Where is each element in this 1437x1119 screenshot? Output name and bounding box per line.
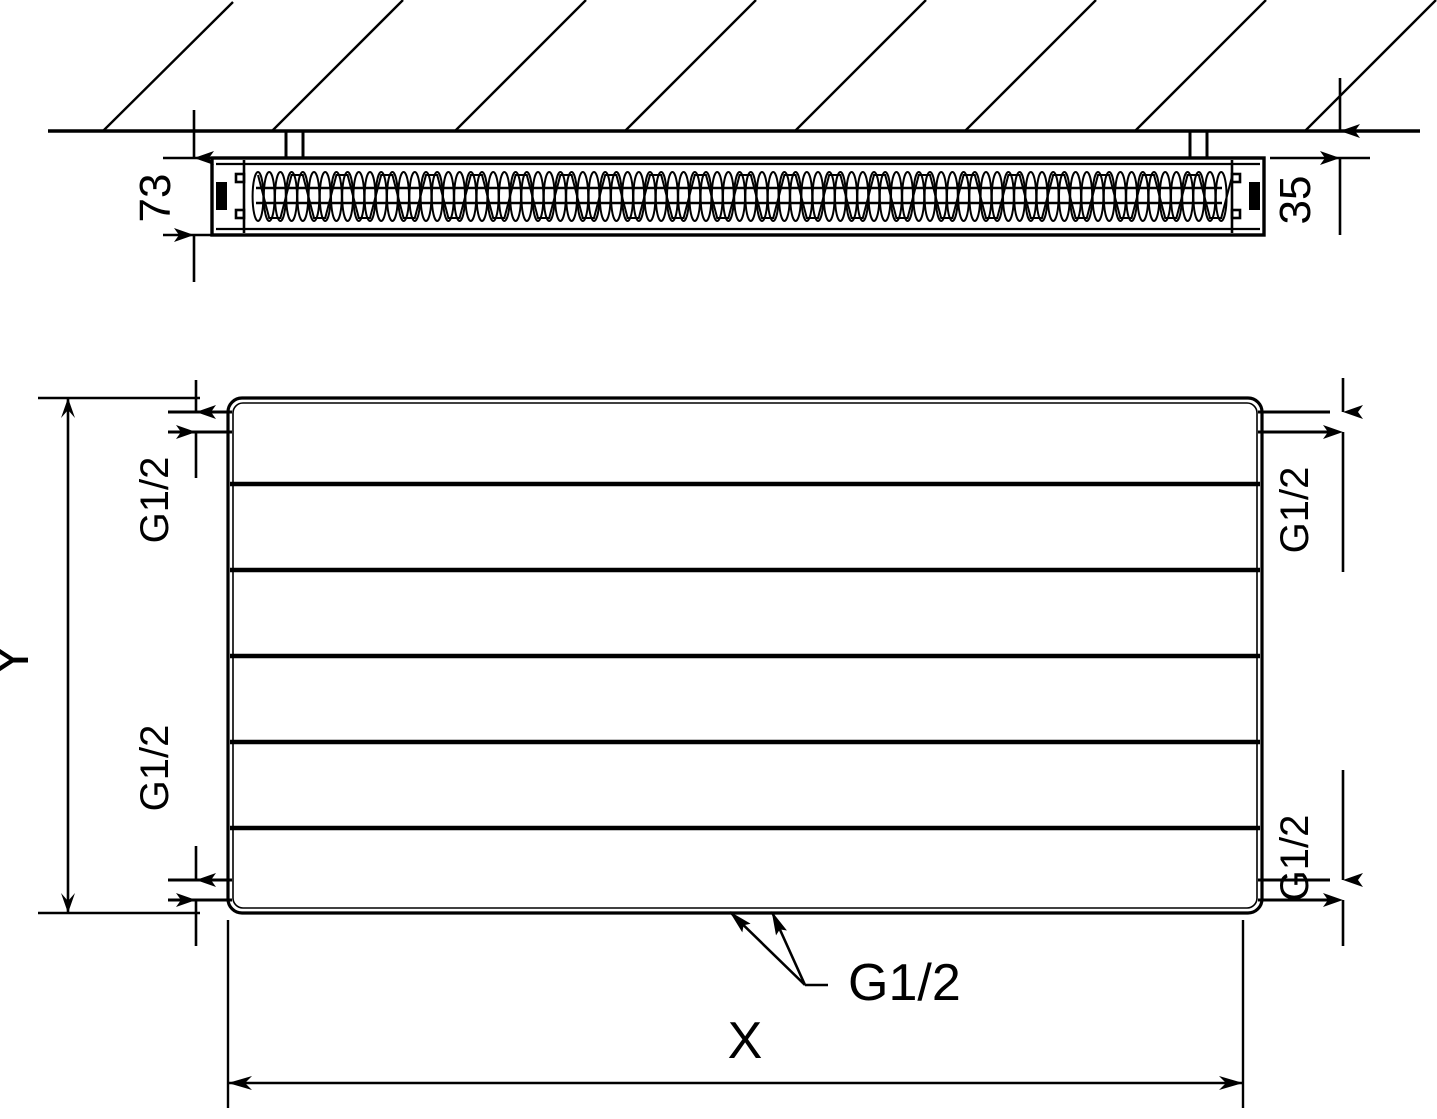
wall-bracket-left [284, 131, 305, 158]
g12-dimension-top-right: G1/2 [1273, 378, 1363, 572]
radiator-section-outline [210, 156, 1266, 237]
section-end-cap-left [216, 160, 246, 233]
g12-dimension-bottom-left: G1/2 [133, 725, 216, 946]
leader-line-1 [729, 911, 806, 986]
height-dimension-Y: Y [0, 396, 200, 915]
section-end-cap-right [1230, 160, 1260, 233]
convector-fin-pattern [251, 171, 1234, 222]
g12-dimension-bottom-right: G1/2 [1273, 770, 1363, 946]
connection-stub-top-right [1258, 410, 1330, 434]
g12-label-top-right: G1/2 [1273, 467, 1317, 554]
g12-label-top-left: G1/2 [133, 457, 177, 544]
g12-label-bottom-right: G1/2 [1273, 815, 1317, 902]
leader-line-2 [770, 911, 807, 986]
connection-stub-bottom-right [1258, 878, 1330, 902]
panel-groove-lines [230, 481, 1260, 831]
width-label-X: X [728, 1012, 763, 1070]
width-dimension-X: X [226, 920, 1245, 1108]
g12-label-bottom-left: G1/2 [133, 725, 177, 812]
connection-stub-bottom-left [168, 878, 232, 902]
wall-hatching [102, 0, 1437, 132]
g12-callout-label: G1/2 [848, 954, 961, 1012]
wall-bracket-right [1188, 131, 1209, 158]
connection-stub-top-left [168, 410, 232, 434]
depth-dimension-value: 73 [131, 174, 180, 223]
depth-dimension-73: 73 [131, 110, 238, 282]
front-view: G1/2 G1/2 G1/2 G1/2 [0, 378, 1363, 1108]
g12-callout-bottom: G1/2 [729, 911, 961, 1012]
wall-gap-dimension-35: 35 [1270, 78, 1370, 235]
height-label-Y: Y [0, 643, 40, 678]
g12-dimension-top-left: G1/2 [133, 380, 216, 544]
wall-gap-dimension-value: 35 [1271, 176, 1320, 225]
top-section-view: 73 35 [48, 0, 1437, 282]
